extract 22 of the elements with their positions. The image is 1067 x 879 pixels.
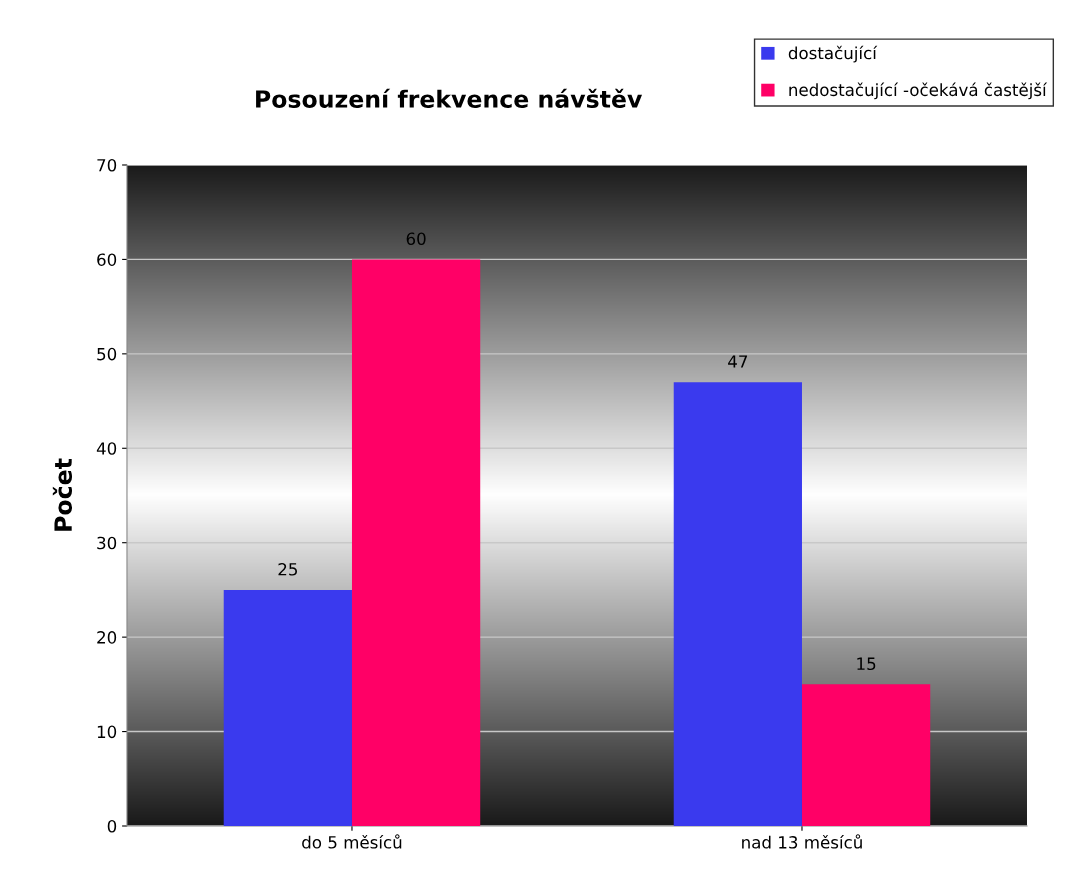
data-label: 47 — [728, 355, 748, 368]
y-tick-label: 70 — [97, 158, 117, 172]
y-axis-title: Počet — [52, 458, 73, 531]
bar — [223, 589, 352, 826]
y-tick-label: 10 — [97, 725, 117, 739]
y-tick-label: 50 — [97, 347, 117, 361]
y-tick-label: 30 — [97, 536, 117, 550]
legend-label: dostačující — [788, 45, 878, 63]
chart-title: Posouzení frekvence návštěv — [256, 88, 643, 108]
bar — [351, 259, 481, 826]
y-tick-label: 60 — [97, 253, 117, 266]
x-tick-label: nad 13 měsíců — [742, 834, 862, 849]
bar — [801, 684, 931, 826]
legend-label: nedostačující -očekává častější — [789, 82, 1048, 100]
data-label: 60 — [406, 232, 426, 246]
x-tick-label: do 5 měsíců — [302, 834, 402, 849]
y-tick-label: 20 — [97, 631, 117, 644]
data-label: 15 — [857, 657, 876, 671]
bar — [673, 382, 802, 826]
y-tick-label: 0 — [107, 819, 117, 833]
y-tick-label: 40 — [96, 442, 117, 455]
data-label: 25 — [278, 562, 297, 576]
